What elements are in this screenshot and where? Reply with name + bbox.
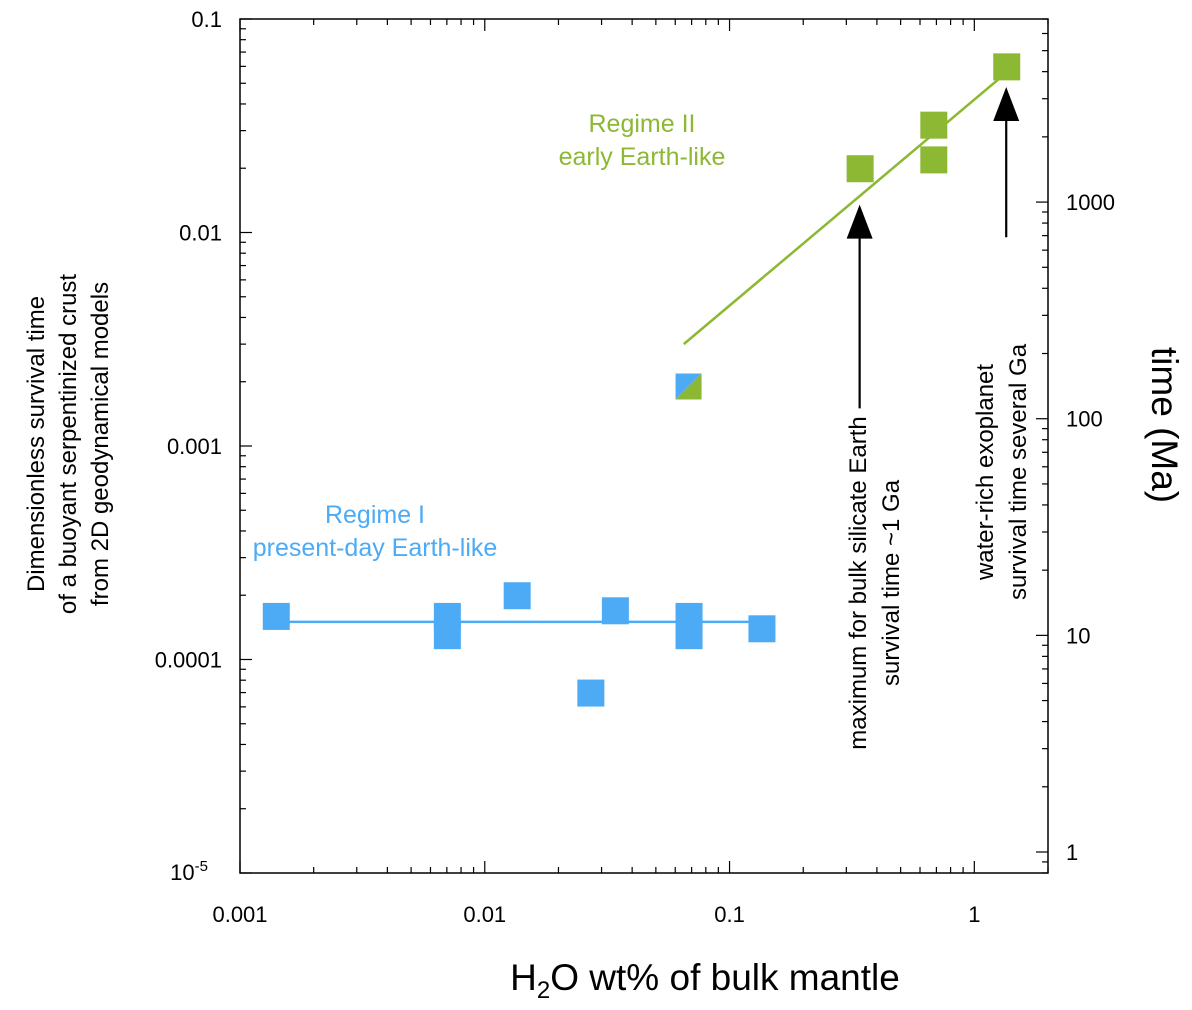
y-axis-title: Dimensionless survival time of a buoyant…: [23, 274, 114, 615]
regime-label-i: Regime I present-day Earth-like: [253, 501, 498, 562]
y2-tick-label: 1000: [1066, 190, 1115, 215]
annotation-line: maximum for bulk silicate Earth: [845, 416, 872, 749]
data-point-regime-1: [675, 622, 703, 650]
annotation-2: water-rich exoplanet survival time severa…: [972, 343, 1032, 600]
y2-tick-label: 100: [1066, 407, 1103, 432]
regime-label-line: Regime II: [589, 110, 696, 138]
fit-line-2: [682, 71, 1008, 346]
annotation-line: survival time ~1 Ga: [878, 479, 905, 686]
y-tick-label: 0.1: [191, 7, 222, 32]
data-point-regime-2: [846, 155, 874, 183]
y-tick-base: 10: [170, 860, 194, 885]
x-axis-title-prefix: H: [510, 957, 537, 998]
regime-label-line: present-day Earth-like: [253, 534, 498, 562]
data-point-regime-1: [262, 602, 290, 630]
x-tick-label: 0.001: [212, 902, 267, 927]
data-point-regime-1: [601, 597, 629, 625]
regime-label-line: early Earth-like: [559, 143, 726, 171]
data-point-regime-1: [503, 582, 531, 610]
data-point-regime-1: [577, 679, 605, 707]
y-tick-label: 0.0001: [155, 648, 222, 673]
transition-point-regime-2-half: [675, 373, 702, 400]
x-tick-label: 1: [968, 902, 980, 927]
data-point-regime-1: [748, 615, 776, 643]
y-axis-title-line-1: Dimensionless survival time: [23, 296, 50, 592]
y-tick-label: 0.01: [179, 221, 222, 246]
y2-axis-title: time (Ma): [1144, 347, 1185, 503]
y-tick-exponent: -5: [195, 858, 208, 875]
x-tick-label: 0.01: [463, 902, 506, 927]
annotation-1: maximum for bulk silicate Earth survival …: [845, 416, 905, 749]
y-tick-label: 0.001: [167, 434, 222, 459]
data-point-regime-2: [920, 146, 948, 174]
x-axis-title-suffix: O wt% of bulk mantle: [550, 957, 900, 998]
regime-label-line: Regime I: [325, 501, 425, 529]
arrow-head-1: [846, 204, 873, 239]
data-point-regime-2: [993, 53, 1021, 81]
y-tick-label-1e-5: 10-5: [170, 858, 208, 885]
x-axis-title-sub: 2: [537, 977, 550, 1004]
data-point-regime-1: [433, 622, 461, 650]
y2-tick-label: 1: [1066, 840, 1078, 865]
x-tick-label: 0.1: [714, 902, 745, 927]
data-point-regime-2: [920, 111, 948, 139]
y2-tick-label: 10: [1066, 623, 1090, 648]
annotation-line: survival time several Ga: [1005, 343, 1032, 600]
y-axis-title-line-2: of a buoyant serpentinized crust: [55, 274, 82, 615]
regime-label-ii: Regime II early Earth-like: [559, 110, 726, 171]
x-axis-title: H2O wt% of bulk mantle: [510, 957, 900, 1004]
y-axis-title-line-3: from 2D geodynamical models: [87, 282, 114, 606]
annotation-line: water-rich exoplanet: [972, 364, 999, 581]
arrow-head-2: [993, 87, 1020, 122]
